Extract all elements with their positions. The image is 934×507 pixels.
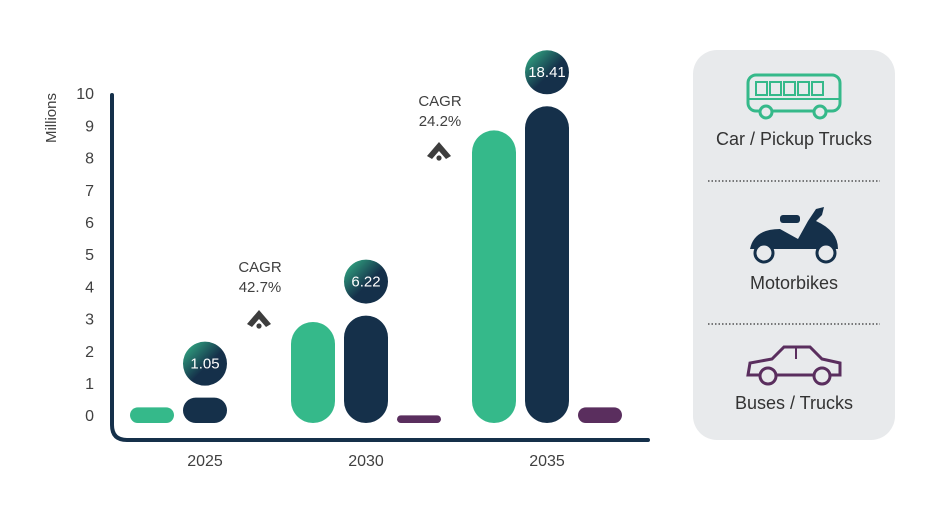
legend-item: Buses / Trucks [735, 345, 853, 413]
annotation: 24.2% [419, 113, 462, 130]
legend-icon [750, 207, 838, 249]
y-tick-label: 7 [85, 183, 94, 200]
growth-icon [247, 310, 271, 327]
growth-icon [436, 155, 442, 161]
growth-icon [427, 142, 451, 159]
y-tick-label: 5 [85, 247, 94, 264]
total-label: 18.41 [528, 64, 566, 81]
legend-label: Buses / Trucks [735, 393, 853, 413]
total-bubble [344, 259, 388, 304]
legend-icon [746, 345, 842, 377]
bar [130, 407, 174, 423]
y-tick-label: 3 [85, 312, 94, 329]
y-tick-label: 9 [85, 118, 94, 135]
legend-icon [812, 366, 832, 386]
bar [525, 106, 569, 424]
bar [397, 415, 441, 423]
legend-label: Car / Pickup Trucks [716, 129, 872, 149]
axis-line [110, 93, 650, 442]
growth-icon [256, 323, 262, 329]
legend-icon [815, 242, 837, 264]
bar [344, 315, 388, 423]
legend-item: Car / Pickup Trucks [716, 73, 872, 149]
legend-icon [753, 242, 775, 264]
legend-icon [769, 81, 782, 96]
annotation: 42.7% [239, 279, 282, 296]
y-tick-label: 1 [85, 376, 94, 393]
legend-icon [758, 104, 774, 120]
x-tick-label: 2025 [187, 453, 223, 470]
legend-icon [811, 81, 824, 96]
y-tick-label: 8 [85, 151, 94, 168]
annotation: CAGR [418, 93, 462, 110]
y-tick-label: 10 [76, 86, 94, 103]
total-bubble [525, 50, 569, 95]
bar [183, 397, 227, 423]
y-axis-label: Millions [43, 93, 60, 143]
y-tick-label: 6 [85, 215, 94, 232]
y-tick-label: 2 [85, 344, 94, 361]
total-label: 6.22 [351, 274, 380, 291]
y-tick-label: 4 [85, 279, 94, 296]
legend-icon [783, 81, 796, 96]
legend-icon [797, 81, 810, 96]
total-label: 1.05 [190, 356, 219, 373]
annotation: CAGR [238, 259, 282, 276]
y-tick-label: 0 [85, 408, 94, 425]
x-tick-label: 2035 [529, 453, 565, 470]
legend-icon [746, 73, 842, 113]
legend-item: Motorbikes [750, 207, 838, 293]
legend-icon [758, 366, 778, 386]
legend-icon [812, 104, 828, 120]
legend-label: Motorbikes [750, 273, 838, 293]
bar [472, 130, 516, 424]
legend-icon [780, 215, 800, 223]
total-bubble [183, 341, 227, 386]
x-tick-label: 2030 [348, 453, 384, 470]
legend-icon [755, 81, 768, 96]
bar [578, 407, 622, 423]
bar [291, 322, 335, 423]
